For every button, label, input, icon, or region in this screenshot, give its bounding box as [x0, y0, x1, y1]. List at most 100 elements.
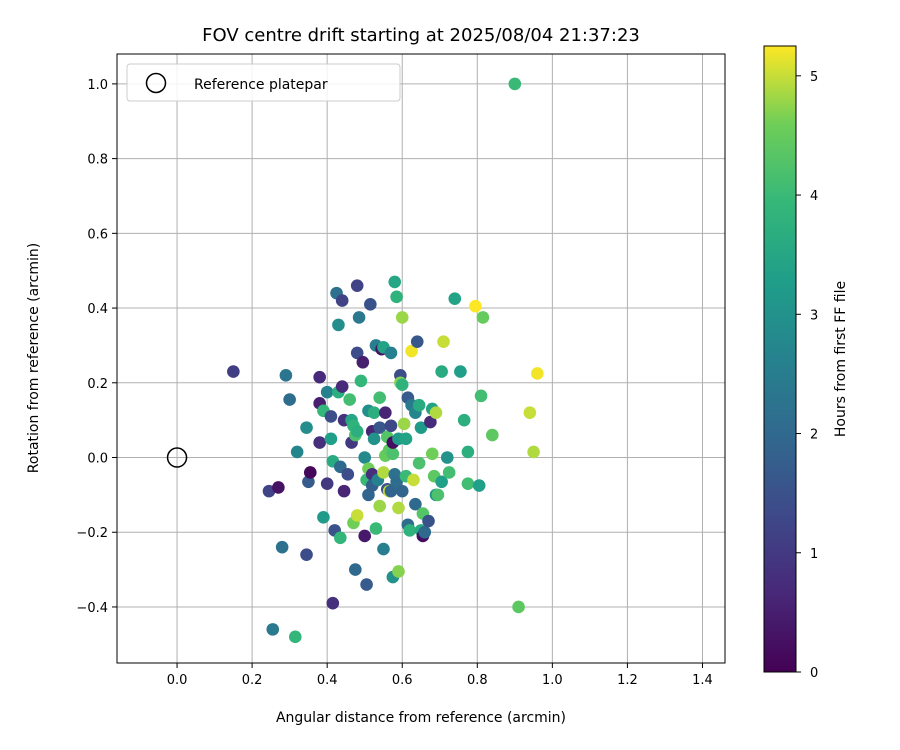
- colorbar: 0 1 2 3 4 5 Hours from first FF file: [763, 45, 849, 681]
- reference-platepar-point: [166, 447, 188, 468]
- data-point: [373, 421, 387, 434]
- data-point: [388, 275, 402, 289]
- y-tick-label: −0.4: [76, 601, 108, 616]
- data-point: [429, 406, 443, 419]
- data-point: [326, 596, 340, 610]
- data-point: [474, 389, 488, 403]
- data-point: [527, 445, 540, 459]
- x-tick-label: 0.8: [467, 673, 488, 688]
- x-tick-label: 1.0: [542, 673, 563, 688]
- colorbar-ticks: 0 1 2 3 4 5: [796, 70, 818, 681]
- data-point: [403, 524, 417, 537]
- y-tick-label: 0.0: [87, 452, 108, 467]
- data-point: [457, 413, 471, 427]
- data-point: [377, 542, 390, 556]
- x-axis-ticks: 0.0 0.2 0.4 0.6 0.8 1.0 1.2 1.4: [167, 663, 713, 688]
- data-point: [275, 540, 289, 554]
- data-point: [317, 510, 330, 524]
- data-point: [395, 311, 409, 324]
- data-point: [440, 451, 454, 464]
- legend-box: [126, 63, 401, 102]
- data-point: [302, 475, 315, 489]
- data-point: [392, 501, 405, 515]
- data-point: [392, 565, 405, 578]
- data-point: [405, 344, 418, 358]
- data-point: [410, 335, 424, 348]
- data-point: [352, 311, 366, 324]
- colorbar-tick-label: 5: [810, 70, 818, 85]
- data-point: [320, 385, 334, 399]
- data-point: [437, 335, 450, 348]
- data-point: [386, 447, 400, 461]
- data-point: [350, 509, 364, 522]
- data-point: [448, 292, 462, 306]
- y-tick-label: 0.6: [87, 227, 108, 242]
- data-point: [300, 548, 313, 561]
- data-point: [358, 529, 372, 543]
- y-tick-label: 0.2: [87, 377, 108, 392]
- x-tick-label: 1.4: [692, 673, 713, 688]
- data-point: [337, 484, 351, 498]
- data-point: [320, 477, 334, 490]
- data-point: [384, 346, 398, 360]
- colorbar-label: Hours from first FF file: [833, 281, 849, 437]
- colorbar-tick-label: 0: [810, 666, 818, 681]
- x-tick-label: 0.6: [392, 673, 413, 688]
- data-point: [390, 475, 403, 489]
- y-tick-label: −0.2: [76, 526, 108, 541]
- data-point: [272, 481, 285, 494]
- data-point: [461, 445, 475, 459]
- data-point: [373, 391, 387, 405]
- data-point: [442, 466, 456, 479]
- data-point: [425, 447, 439, 461]
- data-point: [414, 421, 428, 434]
- data-point: [300, 421, 313, 434]
- x-tick-label: 1.2: [617, 673, 638, 688]
- chart-title: FOV centre drift starting at 2025/08/04 …: [202, 25, 640, 46]
- colorbar-tick-label: 2: [810, 428, 818, 443]
- colorbar-tick-label: 4: [810, 189, 818, 204]
- data-point: [384, 419, 398, 433]
- data-point: [279, 369, 293, 382]
- data-point: [367, 406, 381, 419]
- data-point: [334, 531, 347, 545]
- data-point: [350, 425, 364, 438]
- data-point: [358, 451, 372, 464]
- data-point: [512, 600, 525, 614]
- legend-entry-reference: Reference platepar: [194, 77, 328, 93]
- data-point: [435, 475, 448, 489]
- data-point: [523, 406, 537, 419]
- data-point: [431, 488, 445, 502]
- data-point: [377, 466, 390, 479]
- data-point: [313, 436, 326, 449]
- y-axis-label: Rotation from reference (arcmin): [26, 243, 42, 473]
- data-point: [390, 290, 403, 304]
- y-tick-label: 1.0: [87, 78, 108, 93]
- reference-marker: [166, 447, 188, 468]
- data-point: [349, 563, 362, 576]
- grid-lines: [117, 54, 725, 663]
- x-tick-label: 0.4: [317, 673, 338, 688]
- data-point: [350, 279, 364, 292]
- data-point: [469, 299, 482, 313]
- data-point: [412, 398, 426, 412]
- data-point: [461, 477, 475, 490]
- data-point: [418, 525, 432, 539]
- legend-marker-reference: [145, 72, 167, 94]
- data-point: [356, 355, 370, 369]
- data-point: [454, 365, 467, 378]
- colorbar-tick-label: 1: [810, 547, 818, 562]
- x-tick-label: 0.0: [167, 673, 188, 688]
- data-point: [360, 578, 373, 591]
- data-point: [364, 298, 377, 311]
- y-axis-ticks: −0.4 −0.2 0.0 0.2 0.4 0.6 0.8 1.0: [76, 78, 117, 616]
- data-point: [397, 417, 411, 431]
- data-point: [379, 406, 392, 419]
- data-point: [332, 318, 345, 332]
- data-point: [335, 380, 349, 393]
- colorbar-gradient: [763, 45, 797, 673]
- data-point: [435, 365, 448, 378]
- data-point: [288, 630, 302, 644]
